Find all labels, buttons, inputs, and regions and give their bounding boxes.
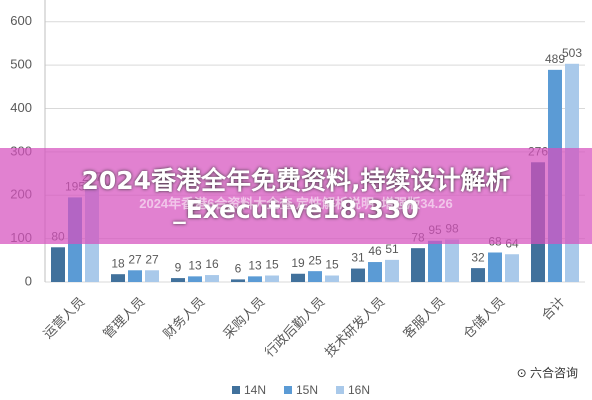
bar bbox=[351, 268, 365, 282]
legend-swatch bbox=[284, 386, 292, 394]
bar bbox=[111, 274, 125, 282]
x-tick-label: 技术研发人员 bbox=[322, 294, 388, 360]
data-label: 18 bbox=[111, 256, 125, 270]
data-label: 16 bbox=[205, 257, 219, 271]
bar bbox=[265, 275, 279, 282]
bar bbox=[488, 252, 502, 282]
y-tick-label: 400 bbox=[10, 100, 32, 115]
data-label: 15 bbox=[265, 258, 279, 272]
data-label: 32 bbox=[471, 250, 485, 264]
legend-label: 15N bbox=[296, 383, 318, 397]
data-label: 19 bbox=[291, 256, 305, 270]
bar bbox=[411, 248, 425, 282]
bar bbox=[128, 270, 142, 282]
data-label: 13 bbox=[188, 259, 202, 273]
overlay-banner: 2024香港全年免费资料,持续设计解析 2024年香港6合资料大全查,定性解析说… bbox=[0, 148, 592, 244]
data-label: 489 bbox=[545, 52, 565, 66]
data-label: 6 bbox=[235, 262, 242, 276]
x-tick-label: 管理人员 bbox=[100, 294, 147, 341]
x-tick-label: 采购人员 bbox=[220, 294, 267, 341]
legend-swatch bbox=[336, 386, 344, 394]
x-tick-label: 仓储人员 bbox=[460, 294, 507, 341]
bar bbox=[471, 268, 485, 282]
bar bbox=[231, 279, 245, 282]
data-label: 27 bbox=[128, 252, 142, 266]
legend-label: 16N bbox=[348, 383, 370, 397]
data-label: 15 bbox=[325, 258, 339, 272]
y-tick-label: 600 bbox=[10, 13, 32, 28]
watermark: ⊙ 六合咨询 bbox=[516, 366, 578, 380]
bar bbox=[308, 271, 322, 282]
bar bbox=[368, 262, 382, 282]
y-tick-label: 0 bbox=[25, 273, 32, 288]
data-label: 25 bbox=[308, 253, 322, 267]
legend-label: 14N bbox=[244, 383, 266, 397]
bar bbox=[428, 240, 442, 282]
watermark-text: 六合咨询 bbox=[529, 366, 578, 380]
bar bbox=[445, 239, 459, 282]
data-label: 27 bbox=[145, 252, 159, 266]
x-tick-label: 合计 bbox=[539, 294, 568, 323]
x-tick-label: 行政后勤人员 bbox=[262, 294, 328, 360]
headline: 2024香港全年免费资料,持续设计解析 bbox=[81, 166, 511, 195]
headline-line2: _Executive18.330 bbox=[173, 195, 419, 224]
bar bbox=[505, 254, 519, 282]
data-label: 503 bbox=[562, 46, 582, 60]
bar bbox=[171, 278, 185, 282]
bar bbox=[188, 276, 202, 282]
bar bbox=[145, 270, 159, 282]
bar bbox=[205, 275, 219, 282]
data-label: 51 bbox=[385, 242, 399, 256]
bar bbox=[385, 259, 399, 282]
x-tick-label: 客服人员 bbox=[400, 294, 447, 341]
data-label: 9 bbox=[175, 260, 182, 274]
data-label: 46 bbox=[368, 244, 382, 258]
x-tick-label: 财务人员 bbox=[160, 294, 207, 341]
bar bbox=[51, 247, 65, 282]
bar bbox=[248, 276, 262, 282]
subtitle: 2024年香港6合资料大全查,定性解析说明_增强版34.26 bbox=[139, 196, 453, 211]
legend-swatch bbox=[232, 386, 240, 394]
data-label: 13 bbox=[248, 259, 262, 273]
bar bbox=[325, 275, 339, 282]
data-label: 31 bbox=[351, 251, 365, 265]
y-tick-label: 500 bbox=[10, 57, 32, 72]
x-tick-label: 运营人员 bbox=[40, 294, 87, 341]
bar bbox=[291, 273, 305, 282]
